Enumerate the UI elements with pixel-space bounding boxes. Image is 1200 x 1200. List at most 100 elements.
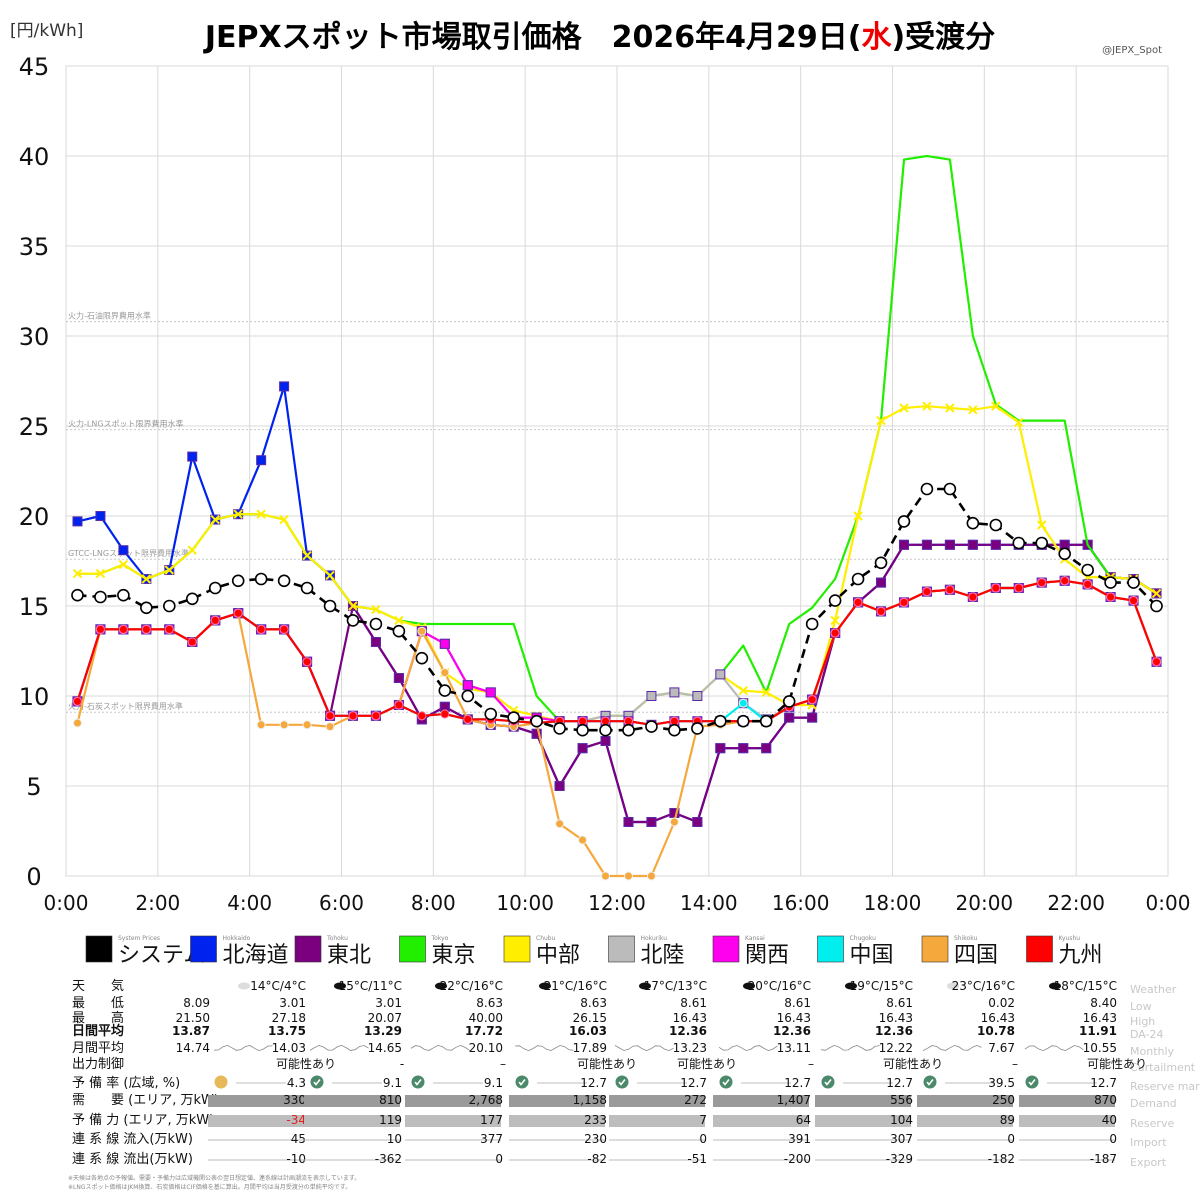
data-point	[646, 691, 657, 701]
title-part: 水	[861, 20, 892, 55]
legend-swatch	[712, 935, 740, 963]
data-point	[1037, 520, 1047, 530]
legend-label: 東京	[432, 943, 476, 968]
check-mark	[926, 1079, 934, 1086]
daily-average: 13.75	[268, 1024, 306, 1038]
data-point	[921, 539, 932, 550]
weather-value: 17°C/13°C	[644, 979, 707, 993]
data-point	[72, 516, 83, 527]
demand-bar	[208, 1095, 304, 1107]
monthly-sparkline	[514, 1045, 574, 1052]
data-point	[279, 514, 289, 525]
demand-value: 250	[992, 1093, 1015, 1107]
data-point	[323, 599, 337, 613]
data-point	[417, 711, 427, 721]
monthly-sparkline	[1024, 1045, 1084, 1052]
data-point	[1012, 536, 1026, 550]
demand-value: 1,158	[573, 1093, 607, 1107]
monthly-average: 17.89	[573, 1041, 607, 1055]
low-price: 8.63	[580, 996, 607, 1010]
curtailment: –	[1012, 1057, 1018, 1071]
daily-average: 17.72	[465, 1024, 503, 1038]
export-value: -362	[375, 1152, 402, 1166]
demand-bar	[1019, 1095, 1115, 1107]
y-tick-label: 20	[19, 503, 50, 531]
data-point	[578, 835, 588, 845]
row-label-en: Import	[1130, 1136, 1167, 1149]
legend-sublabel: Kyushu	[1059, 935, 1081, 942]
row-label: 予 備 力 (エリア, 万kW)	[72, 1112, 214, 1128]
data-point	[830, 615, 840, 626]
data-point	[736, 714, 750, 728]
legend-sublabel: Tokyo	[431, 935, 449, 942]
y-tick-label: 5	[26, 773, 41, 801]
weather-icon	[334, 982, 346, 990]
reserve-value: -34	[286, 1113, 306, 1127]
data-point	[393, 673, 404, 683]
data-point	[140, 601, 153, 615]
data-point	[966, 516, 980, 530]
low-price: 8.61	[886, 996, 913, 1010]
demand-bar	[304, 1095, 400, 1107]
row-label: 最 低	[72, 996, 124, 1011]
data-point	[210, 615, 220, 625]
row-label: 連 系 線 流入(万kW)	[72, 1131, 193, 1147]
data-point	[576, 723, 589, 737]
legend-sublabel: Kansai	[745, 935, 765, 942]
high-price: 40.00	[469, 1011, 503, 1025]
reserve-rate: 9.1	[383, 1076, 402, 1090]
legend-sublabel: Tohoku	[326, 935, 348, 942]
legend-sublabel: Chugoku	[850, 935, 877, 942]
row-label-en: Demand	[1130, 1097, 1177, 1110]
reserve-value: 89	[1000, 1113, 1015, 1127]
data-point	[968, 592, 978, 602]
data-point	[118, 624, 128, 634]
data-point	[1150, 599, 1163, 613]
curtailment: 可能性あり	[577, 1057, 637, 1071]
data-point	[738, 685, 748, 696]
data-point	[325, 711, 335, 721]
weather-value: 22°C/16°C	[440, 979, 503, 993]
weather-icon	[947, 982, 959, 990]
row-label-en: Monthly	[1130, 1045, 1175, 1058]
data-point	[348, 601, 358, 611]
demand-value: 870	[1094, 1093, 1117, 1107]
y-tick-label: 30	[19, 323, 50, 351]
data-point	[922, 401, 932, 411]
data-point	[1151, 588, 1162, 599]
data-point	[463, 714, 473, 724]
high-price: 16.43	[777, 1011, 811, 1025]
x-tick-label: 16:00	[772, 891, 830, 915]
reserve-bar	[815, 1115, 911, 1127]
daily-average: 13.29	[364, 1024, 402, 1038]
data-point	[669, 817, 679, 827]
data-point	[1152, 657, 1162, 667]
chart-title: JEPXスポット市場取引価格 2026年4月29日(水)受渡分	[203, 20, 995, 55]
daily-average: 11.91	[1079, 1024, 1117, 1038]
data-point	[1081, 563, 1094, 577]
data-point	[553, 722, 566, 735]
data-point	[782, 695, 796, 708]
data-point	[899, 403, 909, 413]
data-point	[233, 509, 243, 519]
data-point	[691, 722, 704, 735]
legend-swatch	[503, 935, 531, 963]
monthly-average: 13.11	[777, 1041, 811, 1055]
check-mark	[618, 1079, 626, 1086]
reference-line-label: GTCC-LNGスポット限界費用水準	[68, 548, 189, 558]
x-tick-label: 20:00	[956, 891, 1014, 915]
curtailment: –	[808, 1057, 814, 1071]
data-point	[185, 592, 199, 606]
data-point	[944, 539, 955, 550]
data-point	[968, 405, 978, 415]
export-value: -51	[687, 1152, 707, 1166]
data-point	[415, 651, 429, 665]
legend-label: 東北	[327, 943, 371, 968]
low-price: 8.61	[784, 996, 811, 1010]
legend-label: 北陸	[641, 943, 685, 968]
high-price: 16.43	[981, 1011, 1015, 1025]
data-point	[439, 638, 450, 649]
